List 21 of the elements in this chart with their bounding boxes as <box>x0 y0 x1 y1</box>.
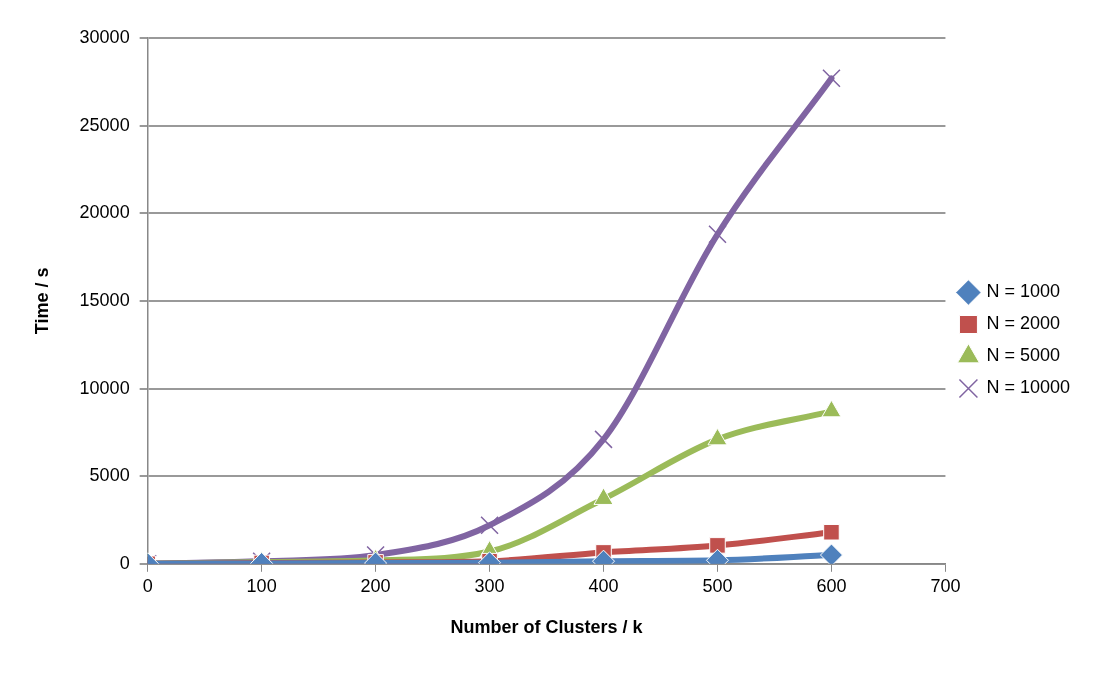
x-tick-label: 400 <box>588 575 619 596</box>
y-tick-label: 10000 <box>79 377 130 398</box>
y-tick-label: 0 <box>119 552 130 573</box>
legend-label: N = 5000 <box>986 345 1060 366</box>
x-tick-label: 100 <box>246 575 277 596</box>
y-tick-label: 25000 <box>79 114 130 135</box>
x-tick-label: 200 <box>360 575 391 596</box>
x-tick-label: 300 <box>474 575 505 596</box>
y-tick-label: 15000 <box>79 289 130 310</box>
x-tick-label: 600 <box>816 575 847 596</box>
legend-label: N = 2000 <box>986 313 1060 334</box>
x-tick-label: 0 <box>142 575 153 596</box>
x-tick-label: 500 <box>702 575 733 596</box>
legend-label: N = 1000 <box>986 281 1060 302</box>
x-tick-label: 700 <box>930 575 961 596</box>
x-axis-title: Number of Clusters / k <box>450 617 644 638</box>
y-tick-label: 20000 <box>79 202 130 223</box>
legend-label: N = 10000 <box>986 377 1071 398</box>
y-tick-label: 5000 <box>89 465 130 486</box>
y-axis-title: Time / s <box>31 267 52 335</box>
y-tick-label: 30000 <box>79 26 130 47</box>
